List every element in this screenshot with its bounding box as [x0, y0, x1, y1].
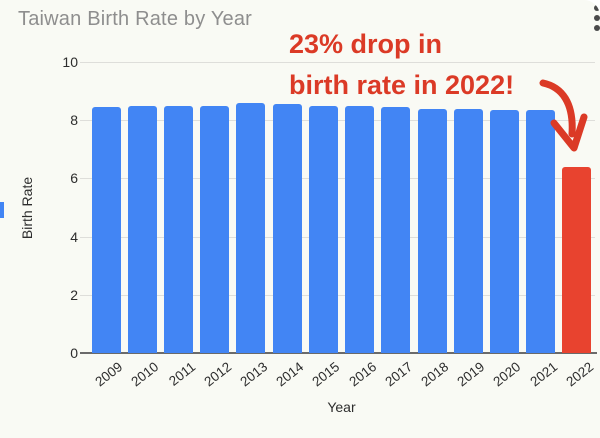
xtick-label-2018: 2018: [418, 359, 452, 390]
ytick-label-2: 2: [70, 286, 78, 303]
bar-2020[interactable]: [489, 110, 519, 353]
bar-2021[interactable]: [526, 110, 556, 353]
xtick-label-2012: 2012: [201, 359, 234, 390]
xtick-label-2009: 2009: [92, 359, 126, 390]
ytick-label-0: 0: [70, 345, 78, 361]
xtick-label-2022: 2022: [563, 359, 597, 390]
xtick-label-2017: 2017: [382, 359, 416, 390]
bar-2015[interactable]: [308, 105, 338, 353]
x-axis-title: Year: [327, 399, 356, 415]
bar-2013[interactable]: [236, 102, 266, 353]
xtick-label-2010: 2010: [128, 359, 162, 390]
x-axis-line: [80, 352, 597, 354]
bar-2011[interactable]: [164, 105, 194, 353]
annotation-text: 23% drop in birth rate in 2022!: [289, 24, 514, 106]
bar-2022[interactable]: [562, 166, 592, 353]
annotation-line1: 23% drop in: [289, 29, 443, 59]
bar-2019[interactable]: [453, 108, 483, 353]
xtick-label-2013: 2013: [237, 359, 271, 390]
y-axis-title: Birth Rate: [19, 176, 35, 240]
xtick-label-2016: 2016: [345, 359, 379, 390]
left-edge-blue-marker: [0, 202, 4, 218]
xtick-label-2020: 2020: [490, 359, 524, 390]
ytick-label-4: 4: [70, 228, 78, 245]
chart-title: Taiwan Birth Rate by Year: [18, 8, 253, 30]
bar-2018[interactable]: [417, 108, 447, 353]
xtick-label-2015: 2015: [309, 359, 343, 390]
bar-2017[interactable]: [381, 107, 411, 353]
gridline-y10: [80, 62, 595, 63]
xtick-label-2014: 2014: [273, 359, 307, 390]
bar-2016[interactable]: [345, 105, 375, 353]
more-options-kebab-icon[interactable]: [594, 5, 600, 35]
ytick-label-6: 6: [70, 170, 78, 187]
ytick-label-10: 10: [62, 54, 78, 70]
ytick-label-8: 8: [70, 112, 78, 129]
xtick-label-2019: 2019: [454, 359, 488, 390]
bar-2012[interactable]: [200, 105, 230, 353]
bar-2010[interactable]: [127, 105, 157, 353]
xtick-label-2011: 2011: [165, 359, 198, 389]
xtick-label-2021: 2021: [527, 359, 560, 390]
bar-2009[interactable]: [91, 107, 121, 353]
bar-2014[interactable]: [272, 104, 302, 353]
annotation-line2: birth rate in 2022!: [289, 70, 515, 100]
